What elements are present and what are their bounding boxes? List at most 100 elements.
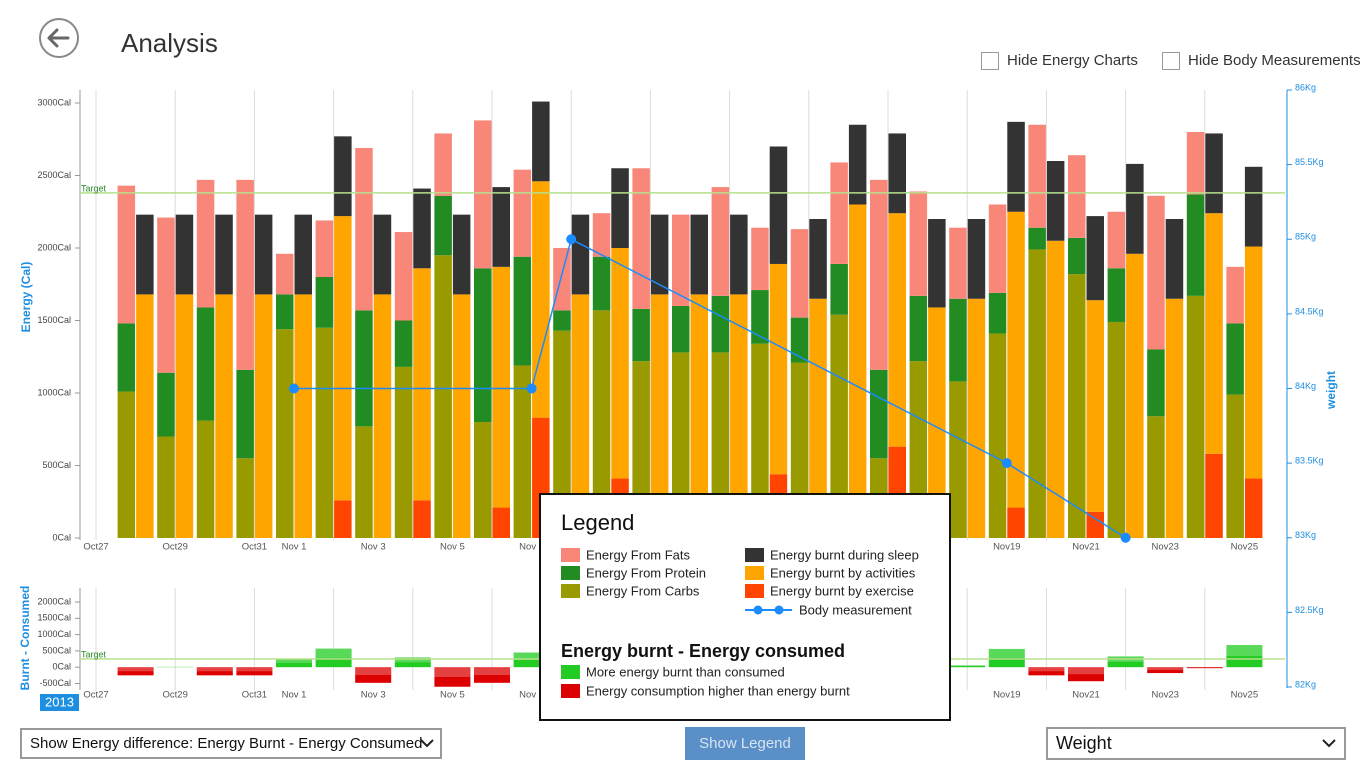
bar-segment <box>236 179 254 370</box>
diff-bar <box>236 667 273 676</box>
bar-segment <box>751 343 769 538</box>
bar-segment <box>315 220 334 277</box>
checkbox-label[interactable]: Hide Body Measurements <box>1188 52 1361 69</box>
y-tick-label: 1500Cal <box>37 315 71 325</box>
bar-segment <box>394 366 413 538</box>
y-tick-label: 2000Cal <box>37 242 71 252</box>
page-title: Analysis <box>121 28 218 58</box>
y-tick-label: 0Cal <box>52 532 71 542</box>
diff-bar-shine <box>1147 667 1184 671</box>
diff-bar-shine <box>276 658 312 663</box>
measurement-dropdown[interactable]: Weight <box>1046 727 1346 760</box>
bar-segment <box>1007 507 1025 538</box>
bar-segment <box>1244 166 1263 247</box>
weight-point <box>526 383 537 394</box>
bar-segment <box>672 214 690 306</box>
y2-axis-title: weight <box>1324 371 1338 410</box>
bar-segment <box>513 365 532 538</box>
diff-bar <box>1147 667 1184 674</box>
checkbox[interactable] <box>1162 52 1180 70</box>
legend: Legend Energy From Fats Energy From Prot… <box>539 493 951 721</box>
bar-segment <box>276 253 294 295</box>
y-tick-label: 2500Cal <box>37 170 71 180</box>
back-button[interactable] <box>39 18 79 58</box>
bar-segment <box>870 369 888 459</box>
legend-label: Energy consumption higher than energy bu… <box>586 683 850 698</box>
x-tick-label: Nov23 <box>1151 542 1178 553</box>
checkbox[interactable] <box>981 52 999 70</box>
bar-segment <box>355 147 373 311</box>
legend-button[interactable]: Show Legend <box>685 727 805 760</box>
year-label: 2013 <box>45 694 74 709</box>
button-text[interactable]: Show Legend <box>699 735 791 752</box>
x-tick-label: Oct31 <box>242 542 267 553</box>
bar-segment <box>254 214 273 295</box>
diff-bar-shine <box>434 667 471 677</box>
bar-segment <box>611 248 629 479</box>
bar-segment <box>532 181 550 418</box>
diff-y-tick-label: -500Cal <box>39 678 71 688</box>
y2-tick-label: 83.5Kg <box>1295 456 1324 466</box>
bar-segment <box>809 219 827 299</box>
diff-bar-shine <box>1068 667 1104 675</box>
x-tick-label: Nov 3 <box>361 542 386 553</box>
checkbox-label[interactable]: Hide Energy Charts <box>1007 52 1138 69</box>
bar-segment <box>413 500 431 538</box>
weight-point <box>566 234 577 245</box>
bar-segment <box>1226 323 1244 395</box>
dropdown-chevron[interactable] <box>420 739 434 748</box>
bar-segment <box>830 162 848 264</box>
diff-bar <box>474 667 510 683</box>
diff-bar-shine <box>355 667 392 676</box>
bar-segment <box>1186 295 1205 538</box>
dropdown-text[interactable]: Show Energy difference: Energy Burnt - E… <box>30 735 422 752</box>
diff-bar-shine <box>513 652 550 660</box>
bar-segment <box>513 169 532 257</box>
diff-axis-title: Burnt - Consumed <box>18 586 32 691</box>
dropdown-box[interactable] <box>20 728 442 759</box>
bar-segment <box>949 227 967 299</box>
diff-x-tick-label: Nov 1 <box>282 690 307 701</box>
diff-bar <box>1186 667 1223 669</box>
diff-y-tick-label: 1500Cal <box>37 613 71 623</box>
x-tick-label: Oct29 <box>163 542 188 553</box>
bar-segment <box>175 214 194 295</box>
bar-segment <box>532 101 550 182</box>
diff-bar <box>949 665 986 668</box>
bar-segment <box>1244 246 1263 479</box>
y2-tick-label: 84.5Kg <box>1295 306 1324 316</box>
bar-segment <box>1226 394 1244 538</box>
plot-area: 0Cal 500Cal 1000Cal 1500Cal 2000Cal 2500Cal 30… <box>37 82 1323 700</box>
diff-bar <box>1068 667 1104 682</box>
bar-segment <box>196 179 215 308</box>
bar-segment <box>1107 211 1126 269</box>
y-tick-label: 1000Cal <box>37 387 71 397</box>
weight-point <box>1001 458 1012 469</box>
back-arrow[interactable] <box>47 28 70 48</box>
difference-dropdown[interactable]: Show Energy difference: Energy Burnt - E… <box>20 728 442 759</box>
bar-segment <box>315 277 334 328</box>
back-circle[interactable] <box>39 18 79 58</box>
legend-label: Energy From Protein <box>586 565 706 580</box>
bar-segment <box>236 458 254 538</box>
bar-segment <box>1186 194 1205 296</box>
diff-bar-shine <box>315 648 352 658</box>
diff-bar <box>355 667 392 683</box>
year-badge <box>40 694 79 711</box>
dropdown-box[interactable] <box>1046 727 1346 760</box>
bar-segment <box>611 168 629 248</box>
legend-swatch <box>745 548 764 562</box>
bar-segment <box>592 256 611 311</box>
bar-segment <box>215 294 233 538</box>
button-box[interactable] <box>685 727 805 760</box>
bar-segment <box>928 219 946 308</box>
dropdown-chevron[interactable] <box>1322 739 1336 748</box>
legend-label: Energy burnt by activities <box>770 565 916 580</box>
dropdown-text[interactable]: Weight <box>1056 733 1112 753</box>
bar-segment <box>1046 161 1065 241</box>
legend-swatch <box>561 566 580 580</box>
bar-segment <box>196 420 215 538</box>
target-label: Target <box>81 183 107 193</box>
diff-x-tick-label: Nov 7 <box>519 690 544 701</box>
y-tick-label: 3000Cal <box>37 97 71 107</box>
